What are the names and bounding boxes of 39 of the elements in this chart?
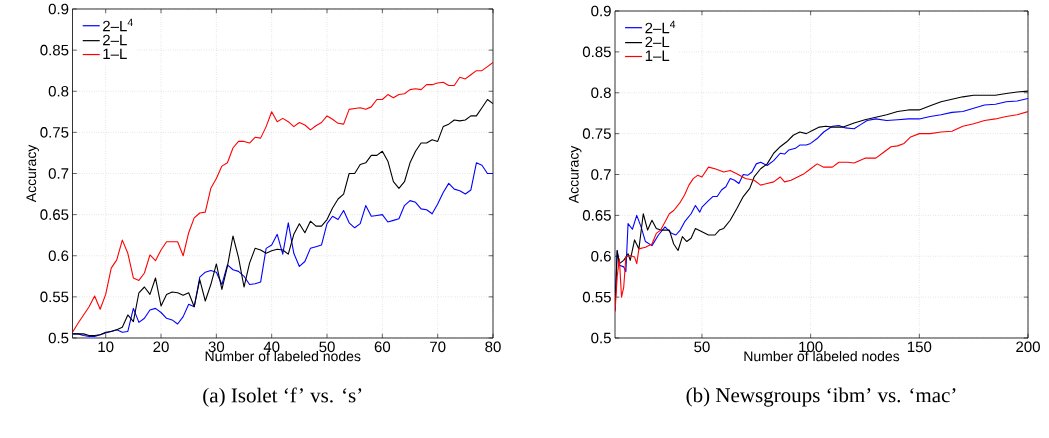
x-tick-label: 50 — [694, 341, 710, 353]
legend-label: 2–L$^{4}$ — [645, 20, 676, 34]
y-tick-label: 0.6 — [48, 250, 69, 262]
legend-label: 2–L$^{4}$ — [103, 18, 133, 32]
y-tick-label: 0.65 — [40, 209, 69, 220]
text: (a) Isolet ‘f’ vs. ‘s’ — [203, 387, 362, 407]
x-tick-label: 150 — [907, 341, 932, 353]
y-tick-label: 0.85 — [582, 46, 611, 58]
y-tick-label: 0.9 — [591, 5, 611, 17]
y-axis-title: Accuracy — [568, 145, 582, 204]
legend-label: 2–L — [103, 34, 127, 46]
text: (b) Newsgroups ‘ibm’ vs. ‘mac’ — [686, 387, 956, 407]
y-tick-label: 0.5 — [48, 332, 69, 344]
y-tick-label: 0.55 — [40, 291, 69, 303]
x-tick-label: 100 — [799, 341, 823, 353]
y-tick-label: 0.7 — [591, 169, 611, 180]
y-tick-label: 0.6 — [591, 250, 611, 262]
legend-label: 1–L — [103, 48, 127, 59]
y-axis-title: Accuracy — [26, 144, 39, 203]
y-tick-label: 0.8 — [48, 85, 69, 97]
y-tick-label: 0.75 — [582, 128, 611, 139]
x-tick-label: 70 — [430, 341, 446, 353]
y-tick-label: 0.9 — [48, 3, 69, 15]
x-tick-label: 40 — [263, 341, 280, 353]
x-tick-label: 10 — [98, 341, 114, 353]
x-tick-label: 80 — [485, 341, 501, 353]
y-tick-label: 0.85 — [40, 44, 69, 56]
y-tick-label: 0.55 — [582, 291, 611, 303]
legend-label: 2–L — [645, 36, 670, 48]
x-tick-label: 20 — [153, 341, 169, 353]
y-tick-label: 0.8 — [591, 87, 611, 99]
x-tick-label: 30 — [208, 341, 225, 353]
y-tick-label: 0.7 — [48, 168, 69, 179]
y-tick-label: 0.75 — [40, 127, 69, 138]
x-tick-label: 200 — [1016, 341, 1040, 353]
y-tick-label: 0.65 — [582, 210, 611, 221]
legend-label: 1–L — [645, 50, 670, 61]
y-tick-label: 0.5 — [591, 332, 611, 344]
x-tick-label: 60 — [374, 341, 391, 353]
